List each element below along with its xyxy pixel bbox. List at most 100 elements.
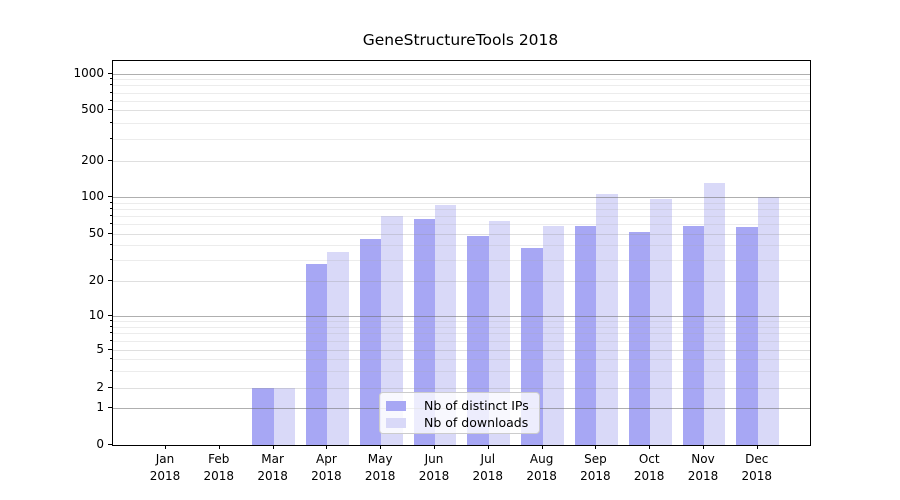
gridline-y-60 [113, 224, 810, 226]
bar-distinct-ips-nov [682, 226, 704, 445]
legend: Nb of distinct IPs Nb of downloads [379, 392, 540, 434]
y-tick-100 [108, 196, 112, 197]
gridline-y-400 [113, 122, 810, 124]
bar-downloads-sep [596, 194, 618, 445]
chart-title: GeneStructureTools 2018 [362, 31, 559, 49]
y-minor-tick-900 [109, 78, 112, 80]
gridline-y-6 [113, 340, 810, 342]
gridline-y-30 [113, 260, 810, 262]
y-tick-label-1: 1 [96, 400, 104, 415]
legend-entry-downloads: Nb of downloads [386, 415, 532, 431]
y-tick-label-10: 10 [88, 308, 104, 322]
gridline-y-4 [113, 358, 810, 360]
y-minor-tick-800 [109, 84, 112, 86]
y-minor-tick-400 [109, 121, 112, 123]
y-minor-tick-90 [109, 201, 112, 203]
x-tick-label-jan: Jan 2018 [149, 452, 181, 483]
y-minor-tick-4 [109, 357, 112, 359]
x-tick-label-aug: Aug 2018 [526, 452, 557, 483]
gridline-y-10 [113, 316, 810, 317]
y-tick-label-500: 500 [81, 102, 104, 117]
x-tick-label-may: May 2018 [364, 452, 396, 483]
bar-distinct-ips-mar [252, 387, 274, 445]
gridline-y-900 [113, 79, 810, 81]
legend-entry-distinct-ips: Nb of distinct IPs [386, 398, 532, 414]
legend-swatch-distinct-ips [386, 401, 406, 411]
y-tick-label-200: 200 [81, 153, 104, 167]
y-minor-tick-70 [109, 215, 112, 217]
gridline-y-1000 [113, 73, 810, 75]
y-tick-1 [108, 407, 112, 409]
y-tick-label-100: 100 [81, 189, 104, 203]
y-tick-1000 [108, 72, 112, 74]
y-minor-tick-300 [109, 137, 112, 139]
x-tick-label-mar: Mar 2018 [257, 452, 288, 483]
gridline-y-20 [113, 281, 810, 282]
gridline-y-500 [113, 110, 810, 112]
y-tick-label-1000: 1000 [73, 65, 104, 80]
x-tick-jul [487, 445, 489, 449]
x-tick-jun [434, 445, 435, 449]
bar-downloads-aug [542, 226, 564, 445]
x-tick-may [380, 445, 382, 449]
bar-distinct-ips-sep [575, 226, 597, 445]
y-tick-label-2: 2 [96, 379, 104, 394]
y-tick-10 [108, 315, 112, 316]
gridline-y-9 [113, 321, 810, 323]
gridline-y-90 [113, 202, 810, 204]
y-minor-tick-80 [109, 207, 112, 209]
y-minor-tick-7 [109, 332, 112, 334]
legend-label-distinct-ips: Nb of distinct IPs [424, 398, 529, 413]
legend-label-downloads: Nb of downloads [424, 415, 529, 430]
x-tick-jan [165, 445, 166, 449]
gridline-y-2 [113, 387, 810, 389]
bar-distinct-ips-jun [413, 219, 435, 445]
y-minor-tick-9 [109, 320, 112, 322]
x-tick-feb [218, 445, 220, 449]
y-tick-500 [108, 109, 112, 111]
x-tick-label-nov: Nov 2018 [687, 452, 719, 483]
y-tick-20 [108, 280, 112, 281]
x-tick-mar [272, 445, 274, 449]
gridline-y-200 [113, 161, 810, 162]
x-tick-dec [756, 445, 758, 449]
x-tick-sep [595, 445, 597, 449]
y-minor-tick-700 [109, 91, 112, 93]
plot-area [112, 60, 811, 446]
y-tick-2 [108, 386, 112, 388]
gridline-y-600 [113, 100, 810, 102]
gridline-y-3 [113, 370, 810, 372]
gridline-y-40 [113, 245, 810, 247]
bar-downloads-jun [435, 205, 457, 445]
y-tick-5 [108, 348, 112, 350]
bar-downloads-apr [327, 252, 349, 445]
y-tick-label-20: 20 [88, 273, 104, 287]
x-tick-label-sep: Sep 2018 [580, 452, 611, 483]
bar-distinct-ips-oct [628, 231, 651, 445]
x-tick-nov [703, 445, 704, 449]
y-minor-tick-40 [109, 244, 112, 246]
x-tick-label-oct: Oct 2018 [633, 452, 665, 483]
x-tick-label-jul: Jul 2018 [472, 452, 504, 483]
gridline-y-800 [113, 85, 810, 87]
bar-distinct-ips-dec [736, 227, 758, 445]
y-tick-0 [108, 444, 112, 445]
legend-swatch-downloads [386, 418, 406, 428]
y-minor-tick-3 [109, 369, 112, 371]
bar-distinct-ips-may [359, 239, 382, 445]
x-tick-aug [541, 445, 543, 449]
x-tick-label-dec: Dec 2018 [741, 452, 773, 483]
bar-downloads-mar [273, 387, 295, 445]
bar-downloads-jul [488, 220, 511, 445]
y-tick-label-50: 50 [88, 226, 104, 240]
bar-distinct-ips-apr [306, 263, 328, 445]
gridline-y-100 [113, 197, 810, 198]
gridline-y-5 [113, 349, 810, 351]
y-tick-label-0: 0 [96, 437, 104, 451]
x-tick-label-feb: Feb 2018 [203, 452, 235, 483]
y-tick-50 [108, 233, 112, 234]
gridline-y-80 [113, 208, 810, 210]
y-minor-tick-60 [109, 223, 112, 225]
gridline-y-8 [113, 326, 810, 328]
